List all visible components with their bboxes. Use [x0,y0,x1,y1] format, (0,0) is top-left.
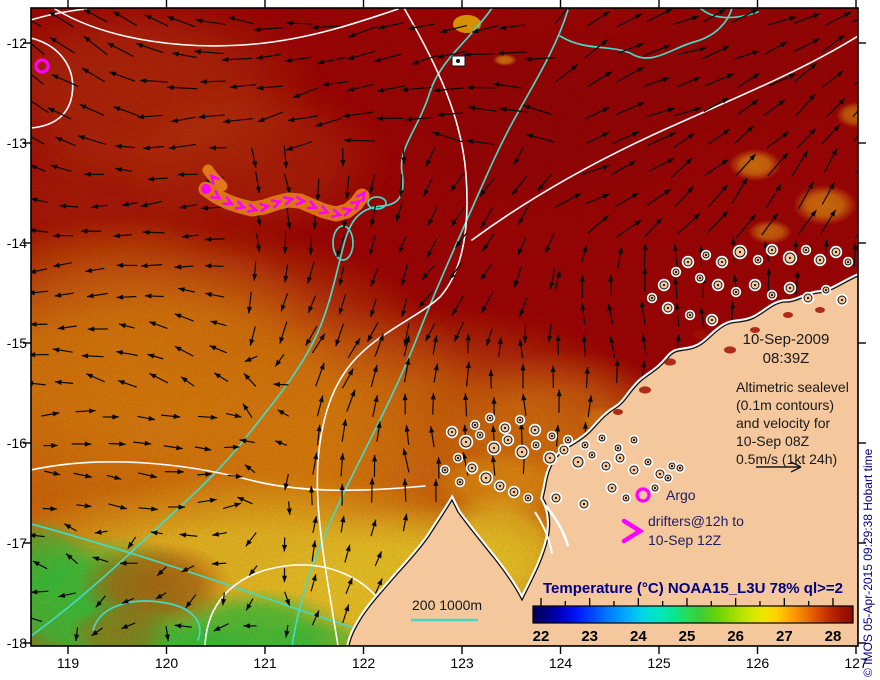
sealevel-contours [31,8,858,646]
argo-legend-icon [635,487,651,503]
argo-float-marker [34,58,50,74]
islands [439,243,854,511]
temperature-colorbar [532,598,854,624]
axis-ticks [23,0,866,654]
velocity-scale-arrow [756,461,802,473]
map-border [30,7,859,647]
small-island [451,55,466,67]
drifter-track [198,164,370,222]
drifter-legend-icon [621,518,645,544]
coastal-inlets [613,307,825,415]
velocity-vector-field [31,8,858,642]
land-mass [346,55,858,646]
